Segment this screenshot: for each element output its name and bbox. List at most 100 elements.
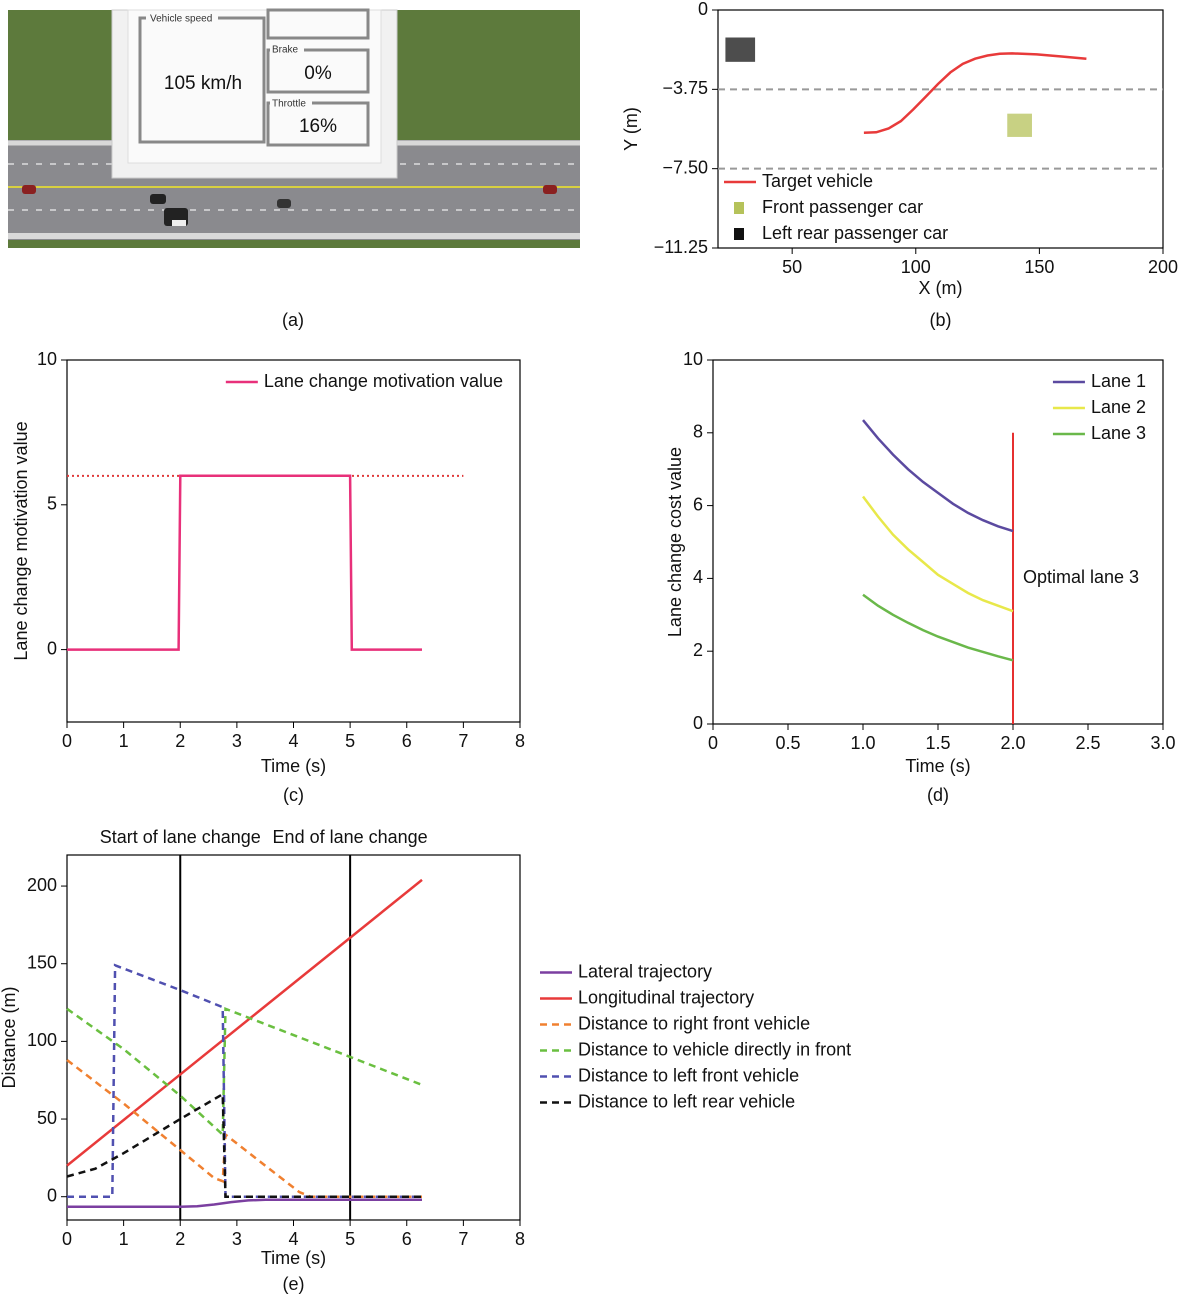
x-axis-label: X (m) — [919, 278, 963, 298]
label-bg — [270, 45, 304, 56]
caption: (a) — [282, 310, 304, 330]
speed-label: Vehicle speed — [150, 14, 212, 25]
brake-value: 0% — [304, 63, 332, 84]
throttle-value: 16% — [299, 116, 337, 137]
x-tick-label: 0 — [708, 733, 718, 753]
legend-marker — [734, 228, 744, 240]
x-tick-label: 1.0 — [850, 733, 875, 753]
y-tick-label: −11.25 — [654, 237, 708, 257]
plot-frame — [66, 854, 521, 1221]
x-tick-label: 2.5 — [1075, 733, 1100, 753]
y-axis-label: Y (m) — [621, 107, 641, 151]
legend-label: Lane 2 — [1091, 397, 1146, 417]
series-line — [862, 419, 1014, 533]
caption: (b) — [930, 310, 952, 330]
x-tick-label: 4 — [288, 731, 298, 751]
gauge-box — [266, 48, 370, 94]
x-tick-label: 50 — [782, 257, 802, 277]
legend-label: Lane 1 — [1091, 371, 1146, 391]
x-tick-label: 0 — [62, 1229, 72, 1249]
y-tick-label: 6 — [693, 494, 703, 514]
y-tick-label: 10 — [683, 349, 703, 369]
annotation: End of lane change — [273, 827, 428, 847]
label-bg — [146, 13, 218, 24]
x-tick-label: 200 — [1148, 257, 1178, 277]
x-axis-label: Time (s) — [905, 756, 970, 776]
car — [150, 194, 166, 204]
x-tick-label: 2 — [175, 731, 185, 751]
x-tick-label: 2 — [175, 1229, 185, 1249]
y-tick-label: 0 — [693, 713, 703, 733]
y-tick-label: 4 — [693, 567, 703, 587]
car-light — [172, 220, 186, 226]
car — [22, 185, 36, 194]
legend-label: Distance to right front vehicle — [578, 1013, 810, 1033]
y-axis-label: Lane change motivation value — [11, 421, 31, 660]
x-tick-label: 6 — [402, 1229, 412, 1249]
x-tick-label: 1 — [119, 731, 129, 751]
annotation: Start of lane change — [100, 827, 261, 847]
legend-label: Distance to vehicle directly in front — [578, 1039, 851, 1059]
x-tick-label: 0.5 — [775, 733, 800, 753]
x-tick-label: 3 — [232, 731, 242, 751]
x-tick-label: 7 — [458, 731, 468, 751]
x-axis-label: Time (s) — [261, 756, 326, 776]
legend-label: Front passenger car — [762, 197, 923, 217]
caption: (d) — [927, 785, 949, 805]
caption: (e) — [283, 1274, 305, 1294]
series-line — [862, 495, 1014, 613]
x-tick-label: 5 — [345, 1229, 355, 1249]
x-tick-label: 3.0 — [1150, 733, 1175, 753]
y-tick-label: 0 — [698, 0, 708, 19]
y-axis-label: Lane change cost value — [665, 447, 685, 637]
speed-value: 105 km/h — [164, 73, 242, 94]
car — [543, 185, 557, 194]
y-tick-label: 150 — [27, 952, 57, 972]
legend-label: Distance to left front vehicle — [578, 1065, 799, 1085]
y-tick-label: 2 — [693, 640, 703, 660]
series-line — [67, 474, 422, 651]
series-line — [66, 1059, 422, 1198]
x-tick-label: 1 — [119, 1229, 129, 1249]
y-axis-label: Distance (m) — [0, 986, 19, 1088]
x-tick-label: 2.0 — [1000, 733, 1025, 753]
x-tick-label: 1.5 — [925, 733, 950, 753]
gauge-box — [266, 8, 370, 40]
x-tick-label: 7 — [458, 1229, 468, 1249]
plot-frame — [66, 359, 521, 723]
caption: (c) — [283, 785, 304, 805]
vehicle-box — [1007, 113, 1032, 137]
series-line — [863, 52, 1087, 134]
dashboard-inner — [127, 9, 382, 164]
legend-label: Lateral trajectory — [578, 961, 712, 981]
y-tick-label: −7.50 — [662, 157, 708, 177]
x-tick-label: 5 — [345, 731, 355, 751]
x-tick-label: 4 — [288, 1229, 298, 1249]
legend-label: Lane change motivation value — [264, 371, 503, 391]
x-tick-label: 3 — [232, 1229, 242, 1249]
plot-frame — [717, 9, 1164, 249]
y-tick-label: −3.75 — [662, 78, 708, 98]
simulation-panel: Vehicle speed 105 km/h Brake 0% Throttle… — [8, 8, 580, 330]
x-axis-label: Time (s) — [261, 1248, 326, 1268]
legend-label: Left rear passenger car — [762, 223, 948, 243]
x-tick-label: 6 — [402, 731, 412, 751]
legend-label: Lane 3 — [1091, 423, 1146, 443]
y-tick-label: 8 — [693, 422, 703, 442]
x-tick-label: 8 — [515, 731, 525, 751]
series-line — [66, 878, 423, 1167]
y-tick-label: 5 — [47, 494, 57, 514]
brake-label: Brake — [272, 45, 299, 56]
throttle-label: Throttle — [272, 99, 306, 110]
y-tick-label: 100 — [27, 1030, 57, 1050]
y-tick-label: 50 — [37, 1108, 57, 1128]
legend-label: Target vehicle — [762, 171, 873, 191]
y-tick-label: 10 — [37, 349, 57, 369]
series-line — [862, 593, 1014, 662]
series-line — [67, 963, 422, 1198]
x-tick-label: 150 — [1024, 257, 1054, 277]
y-tick-label: 200 — [27, 875, 57, 895]
annotation: Optimal lane 3 — [1023, 567, 1139, 587]
x-tick-label: 8 — [515, 1229, 525, 1249]
